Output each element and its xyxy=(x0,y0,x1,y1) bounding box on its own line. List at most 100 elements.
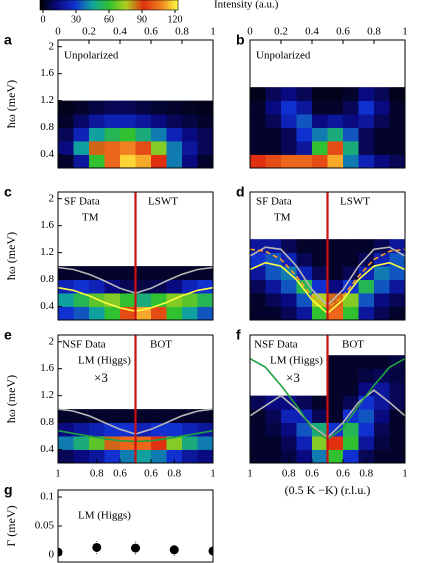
y-axis-label: ħω (meV) xyxy=(4,375,18,423)
heat-cell xyxy=(358,100,375,115)
heat-cell xyxy=(166,141,183,155)
panel-annotation: NSF Data xyxy=(62,339,106,351)
heat-cell xyxy=(343,154,359,168)
heat-cell xyxy=(182,266,198,280)
y-tick-label: 0.8 xyxy=(40,273,54,285)
heat-cell xyxy=(89,436,105,450)
heat-cell xyxy=(389,409,405,423)
heat-cell xyxy=(58,154,74,168)
heat-cell xyxy=(312,306,328,320)
heat-cell xyxy=(327,382,344,397)
x-tick-label: 0.6 xyxy=(336,26,350,38)
heat-cell xyxy=(265,114,282,128)
x-tick-label: 1 xyxy=(210,468,216,480)
x-tick-label: 1 xyxy=(55,468,61,480)
heat-cell xyxy=(151,127,167,142)
x-tick-label: 0.8 xyxy=(282,468,296,480)
heat-cell xyxy=(296,239,313,254)
y-tick-label: 1.6 xyxy=(40,362,54,374)
heat-cell xyxy=(166,100,183,115)
y-tick-label: 0.8 xyxy=(40,416,54,428)
heat-cell xyxy=(312,154,328,168)
heat-cell xyxy=(166,154,183,168)
heat-cell xyxy=(250,436,266,450)
heat-cell xyxy=(197,141,213,155)
heat-cell xyxy=(389,127,405,142)
heat-cell xyxy=(358,87,375,102)
heat-cell xyxy=(343,422,359,437)
data-point xyxy=(131,543,140,553)
heat-cell xyxy=(327,449,344,463)
panel-annotation: TM xyxy=(274,212,291,224)
panel-annotation: LM (Higgs) xyxy=(270,355,323,367)
heat-cell xyxy=(296,100,313,115)
heat-cell xyxy=(166,114,183,128)
heat-cell xyxy=(374,87,390,102)
heat-cell xyxy=(374,293,390,307)
heat-cell xyxy=(374,395,390,410)
x-tick-label: 1 xyxy=(210,26,216,38)
heat-cell xyxy=(89,114,105,128)
heat-cell xyxy=(120,436,136,450)
heat-cell xyxy=(197,449,213,463)
heat-cell xyxy=(166,436,183,450)
panel-annotation: SF Data xyxy=(64,196,100,208)
y-tick-label: 1.6 xyxy=(40,67,54,79)
heat-cell xyxy=(265,395,282,410)
heat-cell xyxy=(374,422,390,437)
panel-annotation: BOT xyxy=(150,339,172,351)
heat-cell xyxy=(327,266,344,280)
heat-cell xyxy=(296,266,313,280)
heat-cell xyxy=(104,127,121,142)
heat-cell xyxy=(250,100,266,115)
heat-cell xyxy=(374,154,390,168)
heat-cell xyxy=(358,127,375,142)
heat-cell xyxy=(182,100,198,115)
x-tick-label: 0.8 xyxy=(359,468,373,480)
panel-letter: g xyxy=(4,482,13,498)
heat-cell xyxy=(58,114,74,128)
x-tick-label: 0.8 xyxy=(175,26,189,38)
heat-cell xyxy=(58,306,74,320)
panel-annotation: LSWT xyxy=(340,196,370,208)
heat-cell xyxy=(312,87,328,102)
panel-annotation: LM (Higgs) xyxy=(78,355,131,367)
heat-cell xyxy=(358,141,375,155)
heat-cell xyxy=(374,382,390,397)
heat-cell xyxy=(358,436,375,450)
x-tick-label: 0.8 xyxy=(367,26,381,38)
heat-cell xyxy=(312,279,328,294)
heat-cell xyxy=(104,306,121,320)
heat-cell xyxy=(104,449,121,463)
heat-cell xyxy=(281,293,297,307)
heat-cell xyxy=(358,368,375,383)
heat-cell xyxy=(197,422,213,437)
heat-cell xyxy=(358,239,375,254)
heat-cell xyxy=(374,266,390,280)
heat-cell xyxy=(389,368,405,383)
heat-cell xyxy=(327,306,344,320)
heat-cell xyxy=(135,449,152,463)
heat-cell xyxy=(197,100,213,115)
heat-cell xyxy=(89,306,105,320)
heat-cell xyxy=(343,355,359,370)
heat-cell xyxy=(358,409,375,423)
heat-cell xyxy=(343,87,359,102)
heat-cell xyxy=(312,449,328,463)
panel-annotation: LSWT xyxy=(148,196,178,208)
y-tick-label: 0.4 xyxy=(40,443,54,455)
heat-cell xyxy=(327,368,344,383)
heat-cell xyxy=(265,239,282,254)
axes-frame xyxy=(57,191,214,321)
heat-cell xyxy=(120,141,136,155)
heat-cell xyxy=(374,355,390,370)
heat-cell xyxy=(343,436,359,450)
heat-cell xyxy=(327,252,344,267)
heat-cell xyxy=(296,449,313,463)
heat-cell xyxy=(296,306,313,320)
heat-cell xyxy=(389,382,405,397)
heat-cell xyxy=(327,355,344,370)
panel-annotation: Unpolarized xyxy=(64,50,119,62)
heat-cell xyxy=(182,293,198,307)
heat-cell xyxy=(58,141,74,155)
